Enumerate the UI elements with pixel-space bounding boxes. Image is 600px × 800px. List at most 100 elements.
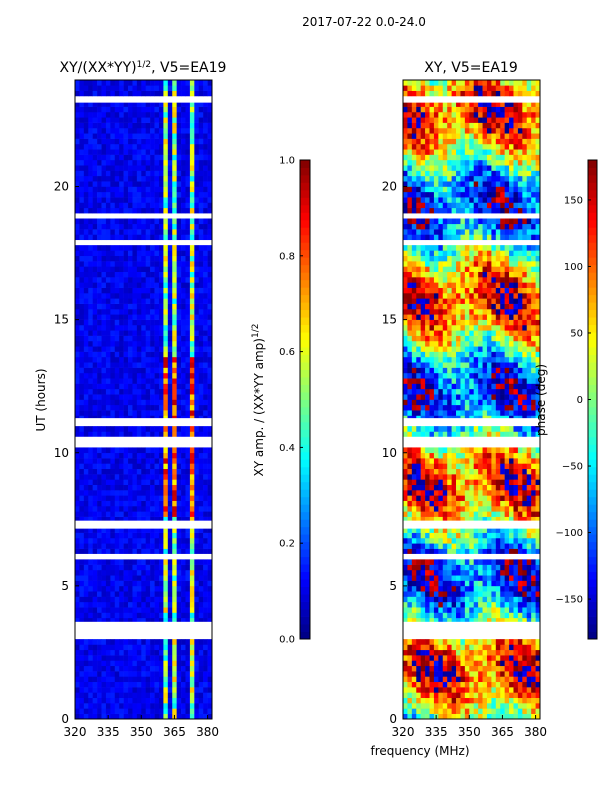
phase-cell [526, 612, 532, 619]
phase-cell [500, 569, 505, 576]
amplitude-cell [114, 340, 120, 347]
amplitude-cell [110, 154, 116, 161]
amplitude-cell [150, 255, 155, 262]
amplitude-cell [97, 202, 102, 209]
amplitude-cell [119, 394, 124, 400]
amplitude-cell [145, 543, 151, 549]
amplitude-cell [167, 90, 173, 97]
amplitude-cell [203, 383, 208, 390]
amplitude-cell [176, 458, 182, 464]
phase-cell [416, 537, 421, 544]
amplitude-cell [145, 218, 151, 225]
amplitude-cell [141, 261, 147, 267]
amplitude-cell [79, 426, 85, 432]
amplitude-cell [75, 229, 80, 235]
amplitude-cell [185, 165, 191, 171]
amplitude-cell [110, 617, 116, 624]
amplitude-cell [75, 234, 80, 241]
phase-cell [456, 681, 461, 688]
phase-cell [495, 474, 501, 480]
amplitude-cell [79, 681, 85, 688]
phase-cell [442, 490, 448, 496]
amplitude-cell [75, 612, 80, 619]
phase-cell [433, 644, 439, 651]
phase-cell [403, 607, 408, 613]
amplitude-cell [141, 676, 147, 683]
amplitude-cell [97, 335, 102, 342]
amplitude-cell [105, 234, 111, 241]
amplitude-cell [198, 111, 204, 118]
amplitude-cell [92, 585, 98, 592]
phase-cell [416, 532, 421, 539]
amplitude-cell [172, 607, 177, 613]
amplitude-cell [145, 229, 151, 235]
phase-cell [451, 607, 457, 613]
amplitude-cell [132, 644, 138, 651]
amplitude-cell [97, 660, 102, 667]
phase-cell [438, 532, 444, 539]
amplitude-cell [145, 175, 151, 182]
amplitude-cell [172, 165, 177, 171]
amplitude-cell [176, 372, 182, 379]
amplitude-cell [110, 660, 116, 667]
amplitude-cell [141, 308, 147, 315]
phase-cell [478, 596, 483, 603]
amplitude-cell [101, 655, 107, 661]
phase-cell [469, 447, 475, 454]
amplitude-cell [132, 548, 138, 555]
amplitude-cell [145, 287, 151, 294]
amplitude-cell [88, 378, 93, 384]
phase-cell [500, 649, 505, 656]
amplitude-cell [83, 330, 89, 336]
amplitude-cell [141, 122, 147, 129]
amplitude-colorbar-frame [299, 159, 311, 640]
amplitude-cell [172, 319, 177, 326]
amplitude-flag [75, 436, 212, 445]
amplitude-cell [136, 149, 142, 155]
amplitude-cell [119, 649, 124, 656]
amplitude-cell [136, 340, 142, 347]
amplitude-cell [79, 431, 85, 438]
amplitude-cell [163, 500, 169, 507]
phase-cell [526, 713, 532, 720]
amplitude-cell [101, 617, 107, 624]
amplitude-cell [172, 202, 177, 209]
amplitude-cell [189, 426, 195, 432]
amplitude-cell [163, 404, 169, 411]
amplitude-cell [136, 346, 142, 352]
phase-cell [464, 548, 470, 555]
amplitude-cell [198, 319, 204, 326]
amplitude-cell [132, 330, 138, 336]
amplitude-cell [158, 585, 164, 592]
amplitude-cell [101, 703, 107, 709]
amplitude-cell [181, 452, 186, 459]
amplitude-cell [97, 543, 102, 549]
amplitude-cell [123, 149, 129, 155]
amplitude-cell [198, 207, 204, 214]
amplitude-cell [194, 490, 200, 496]
phase-cell [464, 426, 470, 432]
phase-cell [438, 697, 444, 704]
amplitude-cell [136, 223, 142, 230]
phase-cell [513, 697, 519, 704]
amplitude-cell [207, 564, 213, 571]
phase-cell [531, 506, 536, 512]
amplitude-cell [123, 617, 129, 624]
phase-cell [442, 532, 448, 539]
amplitude-cell [123, 340, 129, 347]
phase-cell [495, 452, 501, 459]
amplitude-cell [189, 250, 195, 257]
amplitude-cell [198, 506, 204, 512]
phase-cell [469, 426, 475, 432]
amplitude-cell [105, 703, 111, 709]
amplitude-cell [194, 532, 200, 539]
phase-cell [456, 708, 461, 714]
phase-cell [425, 490, 430, 496]
amplitude-cell [176, 585, 182, 592]
phase-cell [460, 575, 466, 581]
amplitude-cell [185, 101, 191, 107]
phase-cell [513, 665, 519, 672]
phase-cell [522, 612, 528, 619]
amplitude-cell [150, 543, 155, 549]
phase-cell [513, 506, 519, 512]
